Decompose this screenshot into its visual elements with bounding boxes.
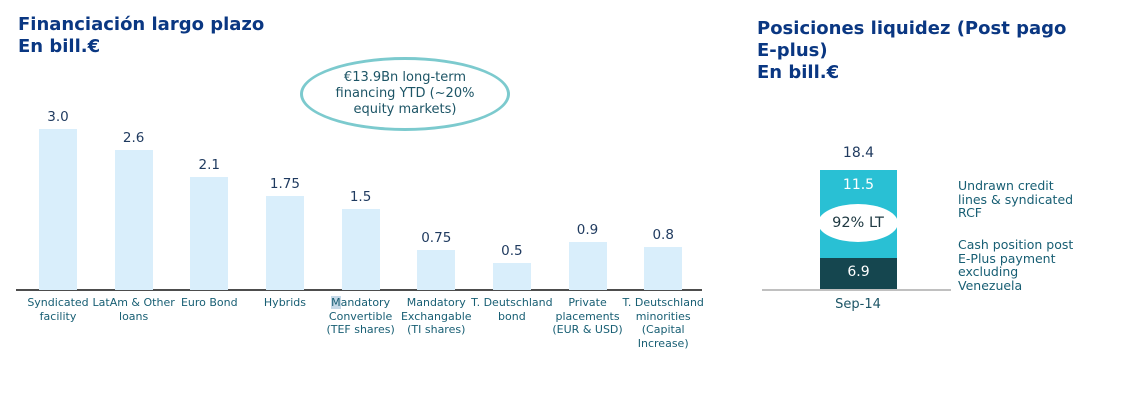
bar-category-label: Hybrids (263, 296, 306, 309)
left-chart-title-block: Financiación largo plazo En bill.€ (18, 14, 264, 58)
bar (492, 263, 531, 290)
right-chart-title-line1: Posiciones liquidez (Post pago (757, 18, 1067, 39)
bar-category-label: LatAm & Other loans (92, 296, 175, 323)
bar-category-label: Euro Bond (180, 296, 238, 309)
bar (190, 177, 229, 290)
bar-category-label: Syndicated facility (27, 296, 89, 323)
bar-value-label: 2.1 (198, 157, 221, 173)
bar (644, 247, 683, 290)
left-chart-x-axis (16, 289, 702, 291)
bar-value-label: 0.75 (421, 230, 452, 246)
bar-value-label: 1.5 (349, 189, 372, 205)
financing-annotation-text: €13.9Bn long-term financing YTD (~20% eq… (335, 70, 475, 117)
bar-category-label: T. Deutschland bond (471, 296, 553, 323)
stacked-bar-bottom-value: 6.9 (847, 264, 870, 280)
left-chart-subtitle: En bill.€ (18, 36, 101, 57)
stacked-bar-top-value: 11.5 (842, 177, 875, 193)
bar-value-label: 0.8 (652, 227, 674, 243)
lt-percentage-badge: 92% LT (818, 204, 898, 242)
bar-value-label: 0.5 (501, 243, 523, 259)
bar-category-label: Private placements (EUR & USD) (552, 296, 623, 336)
financing-annotation-ellipse: €13.9Bn long-term financing YTD (~20% eq… (300, 57, 510, 131)
right-chart-subtitle: En bill.€ (757, 62, 840, 83)
bar-value-label: 0.9 (576, 222, 599, 238)
right-chart-category-label: Sep-14 (835, 297, 881, 312)
right-chart-title-line2: E-plus) (757, 40, 828, 61)
left-chart-plot: 3.0 Syndicated facility 2.6 LatAm & Other l… (16, 109, 704, 350)
bar-value-label: 2.6 (122, 130, 145, 146)
right-chart-x-axis (762, 289, 951, 291)
legend-cash-position: Cash position post E-Plus payment exclud… (958, 237, 1074, 293)
stacked-bar-segment-cash-position (820, 258, 897, 290)
bar-category-label: Mandatory Exchangable (TI shares) (400, 296, 472, 336)
bar-category-label: T. Deutschland minorities (Capital Incre… (622, 296, 704, 350)
bar-value-label: 1.75 (269, 176, 300, 192)
bar (417, 250, 456, 290)
bar (114, 150, 153, 290)
bar (39, 129, 77, 290)
highlighted-letter: M (331, 296, 341, 309)
bar-category-label: Mandatory Convertible (TEF shares) (326, 296, 395, 336)
bar (568, 242, 607, 290)
lt-percentage-badge-text: 92% LT (832, 215, 884, 231)
bar-value-label: 3.0 (47, 109, 69, 125)
legend-undrawn-credit: Undrawn credit lines & syndicated RCF (958, 178, 1074, 220)
stacked-bar-total-label: 18.4 (842, 145, 875, 161)
left-chart-title: Financiación largo plazo (18, 14, 265, 35)
right-chart-title-block: Posiciones liquidez (Post pago E-plus) E… (757, 18, 1066, 84)
bar (341, 209, 380, 290)
bar (265, 196, 304, 290)
